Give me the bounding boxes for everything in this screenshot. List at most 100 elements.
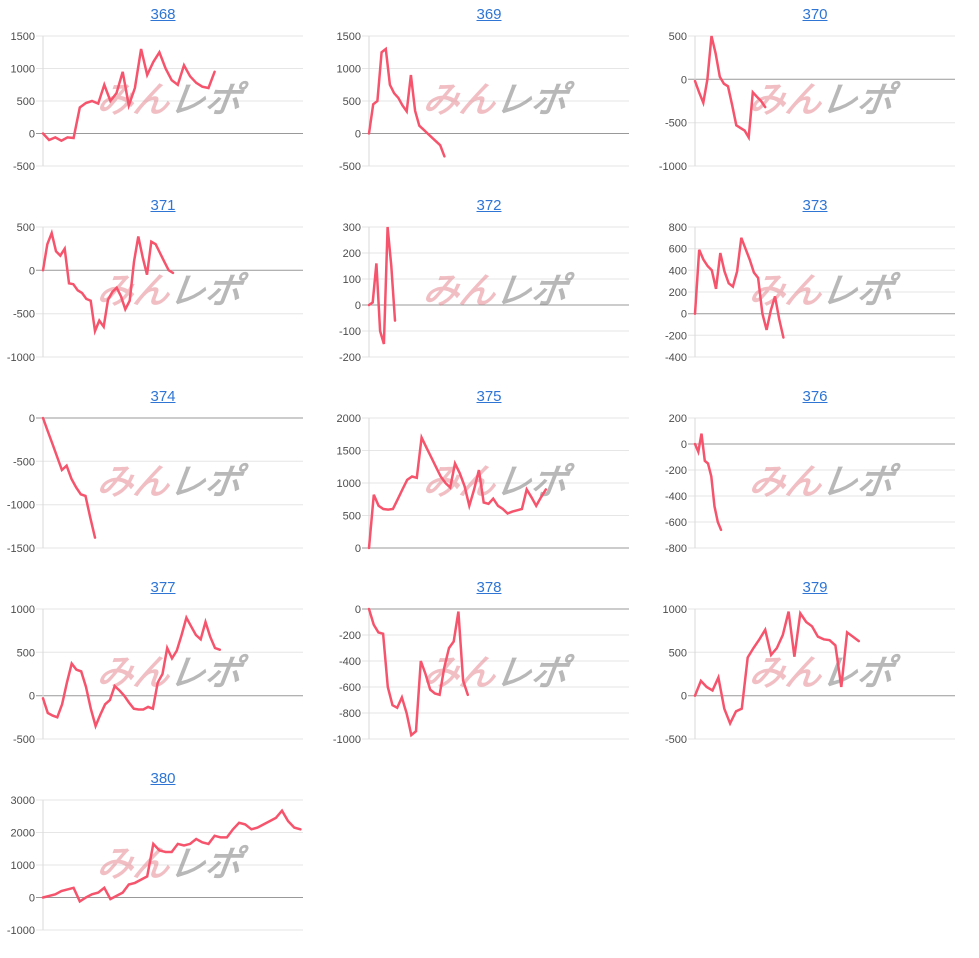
watermark-pink-text: みん (95, 842, 175, 885)
tick-label: -1500 (7, 543, 35, 555)
chart-title-link[interactable]: 370 (802, 6, 828, 23)
tick-label: 1000 (337, 64, 361, 76)
chart-title-link[interactable]: 380 (150, 770, 176, 787)
tick-label: -500 (665, 734, 687, 746)
watermark-gray-text: レポ (493, 651, 577, 694)
tick-label: 300 (343, 222, 361, 234)
chart-title-link[interactable]: 377 (150, 579, 176, 596)
chart-cell: 375 2000 1500 1000 500 0 みんレポ (326, 382, 652, 573)
chart-title-link[interactable]: 371 (150, 197, 176, 214)
svg-text:みんレポ: みんレポ (95, 460, 251, 503)
chart-title: 372 (326, 191, 652, 219)
tick-label: 1000 (11, 604, 35, 616)
watermark-gray-text: レポ (167, 460, 251, 503)
chart-title-link[interactable]: 379 (802, 579, 828, 596)
data-line (693, 433, 723, 532)
tick-label: 1000 (663, 604, 687, 616)
svg-text:みんレポ: みんレポ (421, 460, 577, 503)
chart-cell: 376 200 0 -200 -400 -600 -800 みんレポ (652, 382, 978, 573)
chart-title-link[interactable]: 375 (476, 388, 502, 405)
tick-label: 1000 (11, 860, 35, 872)
watermark-gray-text: レポ (493, 460, 577, 503)
tick-label: -500 (13, 734, 35, 746)
watermark-gray-text: レポ (167, 269, 251, 312)
chart-cell: 369 1500 1000 500 0 -500 みんレポ (326, 0, 652, 191)
tick-label: 100 (343, 274, 361, 286)
tick-label: 0 (29, 129, 35, 141)
tick-label: 0 (29, 691, 35, 703)
chart-title-link[interactable]: 372 (476, 197, 502, 214)
chart-cell: 371 500 0 -500 -1000 みんレポ (0, 191, 326, 382)
chart-canvas: 0 -200 -400 -600 -800 -1000 みんレポ (333, 604, 629, 746)
tick-label: 0 (29, 893, 35, 905)
svg-text:みんレポ: みんレポ (421, 269, 577, 312)
tick-label: -500 (13, 161, 35, 173)
chart-title: 378 (326, 573, 652, 601)
watermark: みんレポ (421, 460, 577, 503)
tick-label: -400 (665, 491, 687, 503)
watermark-pink-text: みん (421, 78, 501, 121)
watermark: みんレポ (747, 78, 903, 121)
tick-label: -800 (339, 708, 361, 720)
tick-label: 2000 (11, 828, 35, 840)
chart-canvas: 1000 500 0 -500 みんレポ (11, 604, 303, 746)
tick-label: -500 (665, 118, 687, 130)
chart-title-link[interactable]: 373 (802, 197, 828, 214)
chart-canvas: 200 0 -200 -400 -600 -800 みんレポ (665, 413, 955, 555)
watermark: みんレポ (747, 269, 903, 312)
tick-label: -1000 (7, 500, 35, 512)
tick-label: 500 (17, 96, 35, 108)
data-line (693, 609, 861, 727)
svg-text:みんレポ: みんレポ (95, 651, 251, 694)
watermark-gray-text: レポ (493, 269, 577, 312)
chart-title: 373 (652, 191, 978, 219)
tick-label: 0 (29, 413, 35, 425)
watermark: みんレポ (421, 651, 577, 694)
data-line (693, 237, 785, 339)
tick-label: 200 (669, 413, 687, 425)
chart-cell: 380 3000 2000 1000 0 -1000 みんレポ (0, 764, 326, 955)
svg-text:みんレポ: みんレポ (421, 651, 577, 694)
watermark-pink-text: みん (421, 460, 501, 503)
chart-title: 368 (0, 0, 326, 28)
tick-label: -200 (339, 352, 361, 364)
tick-label: -400 (665, 352, 687, 364)
tick-label: 500 (669, 31, 687, 43)
watermark: みんレポ (747, 651, 903, 694)
data-line (367, 226, 397, 345)
watermark: みんレポ (747, 460, 903, 503)
tick-label: -500 (13, 309, 35, 321)
watermark-gray-text: レポ (819, 78, 903, 121)
tick-label: 800 (669, 222, 687, 234)
tick-label: -500 (339, 161, 361, 173)
tick-label: 0 (355, 129, 361, 141)
tick-label: 0 (681, 74, 687, 86)
chart-title-link[interactable]: 368 (150, 6, 176, 23)
tick-label: 1500 (11, 31, 35, 43)
watermark-gray-text: レポ (819, 269, 903, 312)
tick-label: 0 (681, 691, 687, 703)
svg-text:みんレポ: みんレポ (421, 78, 577, 121)
watermark-gray-text: レポ (167, 651, 251, 694)
chart-title-link[interactable]: 376 (802, 388, 828, 405)
chart-title: 380 (0, 764, 326, 792)
tick-label: -100 (339, 326, 361, 338)
chart-canvas: 2000 1500 1000 500 0 みんレポ (337, 413, 629, 555)
watermark-gray-text: レポ (819, 460, 903, 503)
chart-canvas: 500 0 -500 -1000 みんレポ (659, 31, 955, 173)
chart-title-link[interactable]: 378 (476, 579, 502, 596)
tick-label: -600 (665, 517, 687, 529)
data-line (367, 46, 446, 158)
data-line (367, 433, 548, 550)
chart-title-link[interactable]: 374 (150, 388, 176, 405)
tick-label: -1000 (659, 161, 687, 173)
tick-label: 200 (343, 248, 361, 260)
chart-title: 379 (652, 573, 978, 601)
chart-title-link[interactable]: 369 (476, 6, 502, 23)
chart-title: 377 (0, 573, 326, 601)
tick-label: 500 (17, 647, 35, 659)
tick-label: 0 (681, 309, 687, 321)
